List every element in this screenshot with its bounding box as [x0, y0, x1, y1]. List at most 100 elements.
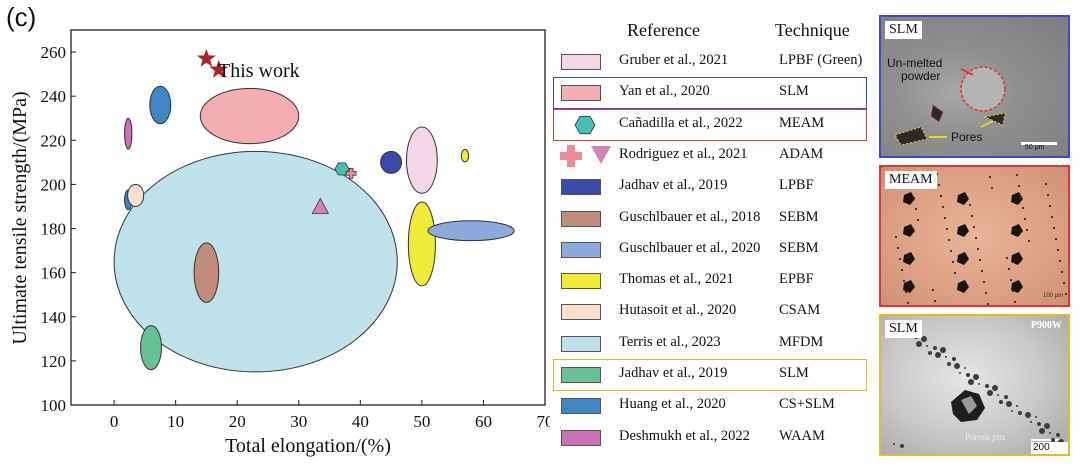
plot-frame — [70, 29, 546, 406]
region-thomas-et-al-2021 — [407, 201, 436, 287]
legend-item-rodriguez-et-al-2021: Rodriguez et al., 2021 ADAM — [553, 140, 871, 170]
legend-technique: CS+SLM — [779, 396, 835, 413]
marker-cross-rodriguez-et-al-2021 — [345, 167, 357, 179]
x-axis-label: Total elongation/(%) — [225, 435, 391, 457]
legend-reference: Cañadilla et al., 2022 — [619, 114, 743, 131]
legend-reference: Huang et al., 2020 — [619, 396, 726, 413]
legend-swatch — [561, 398, 601, 415]
legend: Reference Technique Gruber et al., 2021 L… — [553, 14, 873, 464]
legend-item-deshmukh-et-al-2022: Deshmukh et al., 2022 WAAM — [553, 422, 871, 452]
legend-technique-header: Technique — [775, 20, 850, 40]
legend-swatch — [561, 367, 601, 383]
legend-reference: Rodriguez et al., 2021 — [619, 145, 748, 162]
legend-swatch — [561, 210, 601, 227]
region-deshmukh-et-al-2022 — [124, 117, 133, 150]
legend-swatch — [561, 304, 601, 321]
x-tick-label: 60 — [475, 412, 492, 431]
legend-reference: Guschlbauer et al., 2018 — [619, 208, 761, 225]
region-yan-et-al-2020 — [199, 87, 300, 145]
y-tick-label: 100 — [41, 396, 67, 415]
region-thomas-et-al-2021-2 — [460, 149, 470, 163]
legend-reference: Terris et al., 2023 — [619, 333, 721, 350]
legend-item-terris-et-al-2023: Terris et al., 2023 MFDM — [553, 328, 871, 358]
micrograph-1-tag: SLM — [885, 21, 922, 39]
marker-hexagon-ca-adilla-et-al-2022 — [334, 162, 350, 176]
y-tick-label: 120 — [41, 352, 67, 371]
annotation-pores: Pores — [951, 130, 983, 144]
legend-item-huang-et-al-2020: Huang et al., 2020 CS+SLM — [553, 390, 871, 420]
legend-reference: Guschlbauer et al., 2020 — [619, 239, 761, 256]
panel-label: (c) — [6, 2, 37, 32]
legend-item-thomas-et-al-2021: Thomas et al., 2021 EPBF — [553, 265, 871, 295]
micrograph-meam-art — [881, 167, 1068, 305]
legend-technique: SLM — [779, 365, 809, 381]
marker-triangle-rodriguez-et-al-2021 — [311, 197, 329, 214]
this-work-star-1 — [196, 48, 216, 67]
legend-highlight-box — [553, 359, 867, 391]
legend-item-hutasoit-et-al-2020: Hutasoit et al., 2020 CSAM — [553, 296, 871, 326]
micrograph-3-caption: Porous pits — [965, 432, 1006, 442]
annotation-unmelted-line2: powder — [901, 69, 941, 83]
legend-technique: MFDM — [779, 333, 824, 350]
x-tick-label: 10 — [167, 412, 184, 431]
legend-technique: EPBF — [779, 271, 814, 288]
micrograph-slm-pores: SLM Un-melted powder Pores 50 μm — [879, 15, 1070, 158]
region-huang-et-al-2020-1 — [149, 85, 172, 125]
y-tick-label: 260 — [41, 43, 67, 62]
legend-swatch — [561, 335, 601, 352]
y-tick-label: 180 — [41, 220, 67, 239]
micrograph-meam: MEAM 100 μm — [879, 165, 1070, 307]
x-tick-label: 20 — [229, 412, 246, 431]
legend-item-gruber-et-al-2021: Gruber et al., 2021 LPBF (Green) — [553, 46, 871, 76]
legend-item-jadhav-et-al-2019: Jadhav et al., 2019 SLM — [553, 359, 871, 391]
legend-item-jadhav-et-al-2019: Jadhav et al., 2019 LPBF — [553, 171, 871, 201]
y-tick-label: 160 — [41, 264, 67, 283]
legend-technique: WAAM — [779, 427, 825, 444]
y-tick-label: 240 — [41, 87, 67, 106]
legend-highlight-box — [553, 77, 867, 110]
y-tick-label: 140 — [41, 308, 67, 327]
y-tick-label: 220 — [41, 131, 67, 150]
legend-highlight-box — [553, 108, 867, 141]
x-tick-label: 40 — [352, 412, 369, 431]
x-axis-ticks: 0 10 20 30 40 50 60 70 — [110, 400, 550, 431]
legend-reference: Jadhav et al., 2019 — [619, 365, 728, 381]
legend-swatch-cross-triangle — [560, 144, 611, 167]
region-jadhav-et-al-2019-slm — [140, 325, 162, 371]
chart-markers — [196, 48, 357, 214]
region-guschlbauer-et-al-2018 — [193, 242, 220, 303]
legend-reference: Deshmukh et al., 2022 — [619, 427, 750, 444]
scalebar-1: 50 μm — [1025, 144, 1045, 151]
legend-reference-header: Reference — [627, 20, 700, 40]
legend-swatch — [561, 179, 601, 196]
legend-technique: LPBF (Green) — [779, 52, 863, 68]
y-tick-label: 200 — [41, 175, 67, 194]
legend-reference: Hutasoit et al., 2020 — [619, 302, 737, 319]
legend-technique: SEBM — [779, 208, 819, 225]
this-work-star-2 — [209, 59, 229, 78]
scalebar-2: 100 μm — [1043, 293, 1064, 299]
legend-technique: SEBM — [779, 239, 819, 256]
chart-regions — [113, 85, 515, 373]
annotation-unmelted: Un-melted powder — [887, 57, 942, 83]
legend-reference: Thomas et al., 2021 — [619, 271, 734, 288]
micrograph-3-corner-tag: P900W — [1030, 320, 1062, 331]
legend-reference: Gruber et al., 2021 — [619, 52, 729, 68]
region-jadhav-et-al-2019-lpbf — [380, 150, 403, 174]
legend-item-yan-et-al-2020: Yan et al., 2020 SLM — [553, 77, 871, 110]
legend-swatch — [561, 241, 601, 258]
legend-reference: Yan et al., 2020 — [619, 83, 710, 100]
legend-technique: ADAM — [779, 145, 824, 162]
x-tick-label: 50 — [413, 412, 430, 431]
legend-item-ca-adilla-et-al-2022: Cañadilla et al., 2022 MEAM — [553, 108, 871, 141]
region-hutasoit-et-al-2020 — [127, 183, 145, 207]
legend-technique: CSAM — [779, 302, 821, 319]
legend-reference: Jadhav et al., 2019 — [619, 177, 728, 194]
region-terris-et-al-2023 — [113, 150, 398, 373]
region-gruber-et-al-2021 — [405, 126, 438, 194]
micrograph-slm-porous: SLM P900W Porous pits 200 μm — [879, 314, 1070, 456]
micrograph-3-tag: SLM — [885, 320, 922, 338]
region-guschlbauer-et-al-2020 — [427, 220, 515, 242]
annotation-unmelted-line1: Un-melted — [887, 56, 943, 70]
legend-item-guschlbauer-et-al-2018: Guschlbauer et al., 2018 SEBM — [553, 203, 871, 233]
